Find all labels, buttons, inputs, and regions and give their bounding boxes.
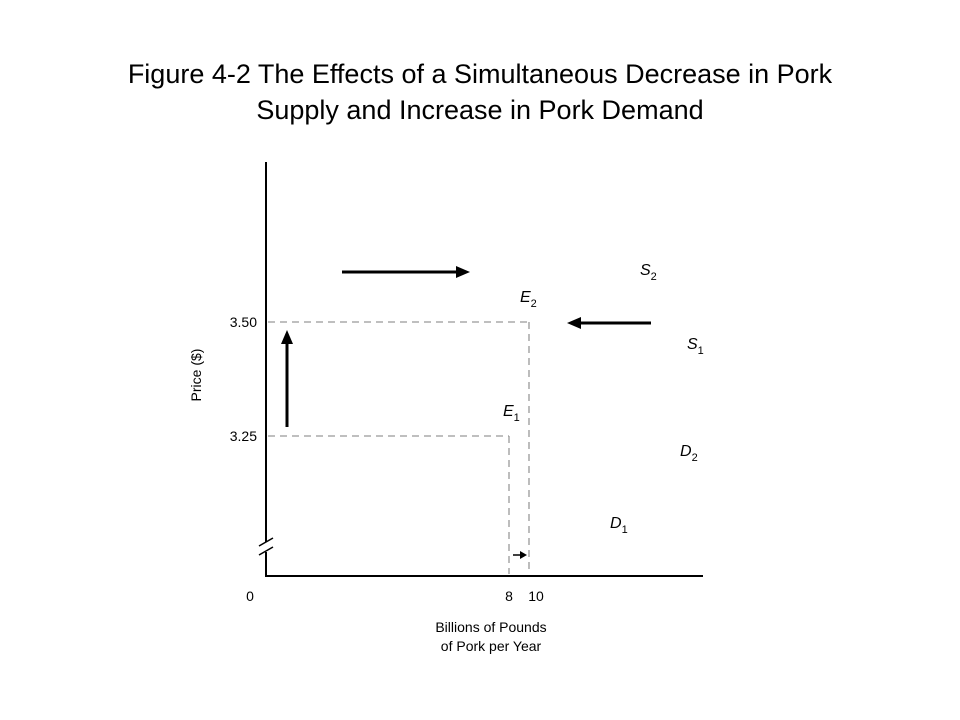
- origin-label: 0: [246, 588, 254, 604]
- x-tick-10: 10: [528, 588, 544, 604]
- axis-break-mark-2: [258, 546, 274, 556]
- price-increase-arrow: [281, 330, 293, 427]
- x-tick-8: 8: [505, 588, 513, 604]
- title-line-1: Figure 4-2 The Effects of a Simultaneous…: [127, 59, 833, 89]
- label-e2: E2: [520, 289, 537, 310]
- y-tick-3-50: 3.50: [230, 314, 257, 330]
- label-e1: E1: [503, 403, 520, 424]
- demand-shift-arrow: [342, 266, 470, 278]
- chart-title: Figure 4-2 The Effects of a Simultaneous…: [0, 56, 960, 128]
- axis-break-mark-1: [258, 537, 274, 547]
- label-s1: S1: [687, 336, 704, 357]
- label-s2: S2: [640, 262, 657, 283]
- x-axis-label-line-1: Billions of Pounds: [435, 619, 546, 635]
- supply-shift-arrow: [567, 317, 651, 329]
- y-tick-3-25: 3.25: [230, 428, 257, 444]
- quantity-increase-arrow: [513, 551, 527, 559]
- x-axis-label-line-2: of Pork per Year: [441, 638, 542, 654]
- y-axis-label: Price ($): [188, 349, 204, 402]
- label-d1: D1: [610, 515, 628, 536]
- title-line-2: Supply and Increase in Pork Demand: [256, 95, 704, 125]
- label-d2: D2: [680, 443, 698, 464]
